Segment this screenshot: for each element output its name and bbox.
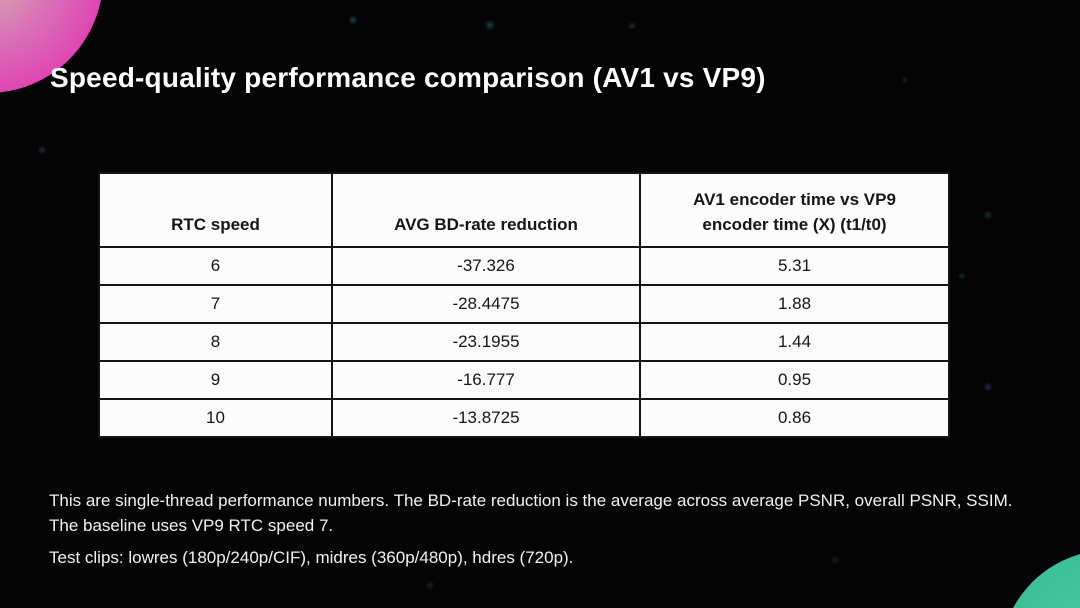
cell-rtc-speed: 10 [98,398,333,438]
cell-rtc-speed: 9 [98,360,333,400]
cell-bd-rate: -23.1955 [331,322,641,362]
cell-rtc-speed: 8 [98,322,333,362]
cell-rtc-speed: 6 [98,246,333,286]
slide-title: Speed-quality performance comparison (AV… [50,62,766,93]
column-header-label-line2: encoder time (X) (t1/t0) [702,215,887,234]
column-header-label: RTC speed [171,215,260,234]
column-header-encoder-time: AV1 encoder time vs VP9 encoder time (X)… [639,172,950,248]
cell-bd-rate: -37.326 [331,246,641,286]
cell-encoder-time: 1.88 [639,284,950,324]
results-table: RTC speed AVG BD-rate reduction AV1 enco… [98,172,950,438]
cell-bd-rate: -13.8725 [331,398,641,438]
cell-bd-rate: -28.4475 [331,284,641,324]
cell-encoder-time: 0.95 [639,360,950,400]
cell-bd-rate: -16.777 [331,360,641,400]
column-header-rtc-speed: RTC speed [98,172,333,248]
note-performance: This are single-thread performance numbe… [49,491,1013,535]
table-header-row: RTC speed AVG BD-rate reduction AV1 enco… [98,172,950,248]
column-header-bd-rate: AVG BD-rate reduction [331,172,641,248]
cell-rtc-speed: 7 [98,284,333,324]
table-row: 6 -37.326 5.31 [98,246,950,286]
note-test-clips: Test clips: lowres (180p/240p/CIF), midr… [49,548,574,567]
column-header-label: AVG BD-rate reduction [394,215,578,234]
cell-encoder-time: 5.31 [639,246,950,286]
cell-encoder-time: 0.86 [639,398,950,438]
footnotes: This are single-thread performance numbe… [49,488,1034,570]
table-row: 7 -28.4475 1.88 [98,284,950,324]
table-row: 9 -16.777 0.95 [98,360,950,400]
table-row: 8 -23.1955 1.44 [98,322,950,362]
table-row: 10 -13.8725 0.86 [98,398,950,438]
column-header-label-line1: AV1 encoder time vs VP9 [693,190,896,209]
cell-encoder-time: 1.44 [639,322,950,362]
